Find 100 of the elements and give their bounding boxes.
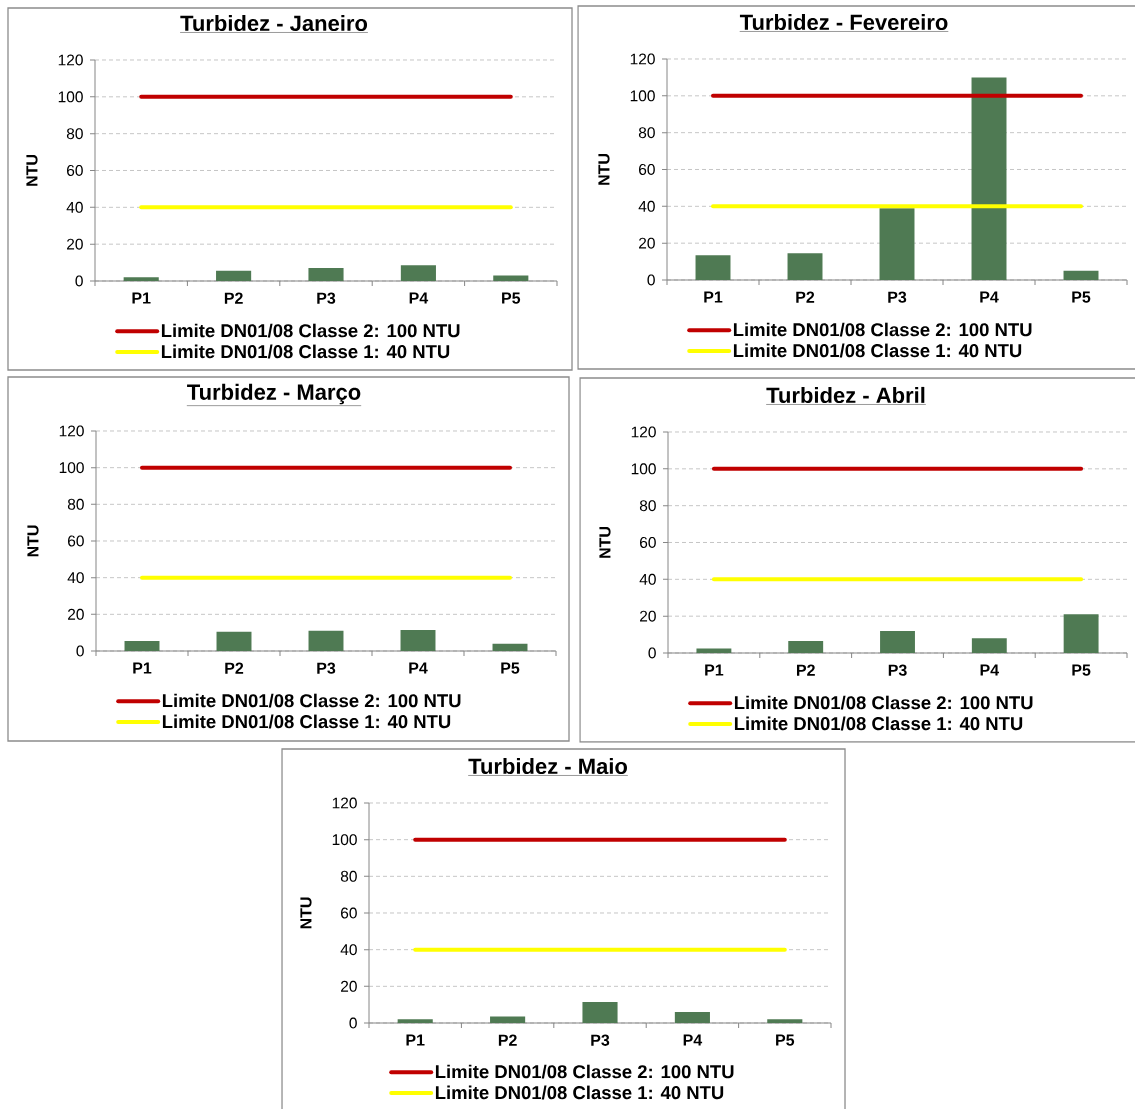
- bar: [308, 630, 344, 651]
- x-tick-label: P4: [980, 291, 999, 303]
- x-tick-label: P2: [796, 664, 815, 676]
- y-axis-title: NTU: [26, 155, 38, 186]
- y-axis-title: NTU: [598, 154, 610, 185]
- y-tick-label: 60: [639, 164, 655, 175]
- bar: [492, 643, 528, 651]
- bar: [971, 638, 1007, 653]
- legend-label: Limite DN01/08 Classe 2: 100 NTU: [734, 695, 1033, 710]
- x-tick-label: P1: [406, 1034, 425, 1046]
- y-tick-label: 0: [647, 274, 655, 286]
- bar: [308, 268, 344, 281]
- legend-label: Limite DN01/08 Classe 2: 100 NTU: [162, 693, 461, 708]
- bar: [400, 265, 436, 281]
- y-tick-label: 100: [59, 462, 84, 474]
- y-tick-label: 40: [67, 572, 84, 584]
- bar: [880, 630, 915, 653]
- y-tick-label: 0: [648, 647, 656, 659]
- bar: [400, 629, 436, 651]
- bar: [216, 270, 252, 281]
- x-tick-label: P3: [888, 291, 907, 303]
- bar: [695, 255, 731, 280]
- bar: [971, 77, 1007, 280]
- x-tick-label: P2: [225, 662, 244, 674]
- y-tick-label: 40: [639, 573, 656, 585]
- x-tick-label: P5: [1072, 664, 1091, 676]
- y-tick-label: 40: [638, 200, 655, 212]
- x-tick-label: P1: [132, 292, 151, 304]
- chart-title: Turbidez - Março: [187, 383, 361, 405]
- y-tick-label: 120: [631, 426, 656, 438]
- x-tick-label: P1: [133, 662, 152, 674]
- y-tick-label: 80: [639, 500, 656, 512]
- y-tick-label: 80: [638, 127, 655, 139]
- y-tick-label: 60: [640, 537, 656, 548]
- y-tick-label: 60: [67, 165, 83, 176]
- y-tick-label: 0: [75, 275, 83, 287]
- x-tick-label: P4: [683, 1034, 703, 1046]
- x-tick-label: P3: [888, 664, 907, 676]
- y-tick-label: 20: [67, 238, 83, 250]
- x-tick-label: P3: [591, 1034, 610, 1046]
- legend-label: Limite DN01/08 Classe 1: 40 NTU: [161, 344, 450, 359]
- bar: [1063, 614, 1099, 653]
- legend-label: Limite DN01/08 Classe 1: 40 NTU: [435, 1085, 724, 1100]
- y-axis-title: NTU: [27, 525, 39, 557]
- bar: [879, 208, 915, 280]
- bar: [124, 640, 160, 651]
- legend-label: Limite DN01/08 Classe 1: 40 NTU: [162, 714, 451, 729]
- bar: [493, 275, 529, 281]
- y-tick-label: 120: [58, 54, 83, 66]
- bar: [787, 253, 823, 280]
- y-tick-label: 0: [349, 1017, 357, 1029]
- y-tick-label: 60: [68, 535, 84, 547]
- x-tick-label: P1: [705, 664, 724, 676]
- x-tick-label: P2: [796, 291, 815, 303]
- y-tick-label: 120: [332, 797, 357, 809]
- y-tick-label: 80: [340, 870, 357, 882]
- x-tick-label: P5: [502, 292, 521, 304]
- y-tick-label: 100: [631, 463, 656, 475]
- y-tick-label: 60: [341, 907, 357, 919]
- y-tick-label: 100: [332, 834, 357, 846]
- x-tick-label: P4: [409, 292, 429, 304]
- y-tick-label: 120: [630, 53, 655, 65]
- y-tick-label: 20: [640, 610, 656, 622]
- x-tick-label: P5: [501, 662, 520, 674]
- y-tick-label: 80: [66, 128, 83, 140]
- legend-label: Limite DN01/08 Classe 2: 100 NTU: [733, 322, 1032, 337]
- x-tick-label: P4: [409, 662, 428, 674]
- chart-title: Turbidez - Abril: [766, 386, 925, 404]
- x-tick-label: P5: [1072, 291, 1091, 303]
- y-tick-label: 80: [67, 498, 84, 510]
- x-tick-label: P5: [776, 1034, 795, 1046]
- x-tick-label: P1: [704, 291, 723, 303]
- y-tick-label: 0: [76, 645, 84, 657]
- chart-title: Turbidez - Janeiro: [180, 14, 368, 32]
- y-tick-label: 120: [59, 425, 84, 437]
- y-axis-title: NTU: [300, 897, 312, 929]
- chart-title: Turbidez - Maio: [468, 757, 627, 775]
- bar: [216, 631, 252, 651]
- y-tick-label: 100: [58, 91, 83, 103]
- chart-title: Turbidez - Fevereiro: [739, 13, 948, 31]
- x-tick-label: P3: [317, 292, 336, 304]
- legend-label: Limite DN01/08 Classe 2: 100 NTU: [435, 1064, 734, 1079]
- bar: [696, 648, 732, 653]
- y-tick-label: 20: [341, 980, 357, 992]
- x-tick-label: P2: [224, 292, 243, 304]
- y-axis-title: NTU: [599, 527, 611, 558]
- legend-label: Limite DN01/08 Classe 1: 40 NTU: [734, 716, 1023, 731]
- bar: [1063, 270, 1099, 280]
- y-tick-label: 20: [68, 608, 84, 620]
- x-tick-label: P4: [980, 664, 1000, 676]
- legend-label: Limite DN01/08 Classe 1: 40 NTU: [733, 343, 1022, 358]
- bar: [123, 277, 159, 281]
- x-tick-label: P3: [317, 662, 336, 674]
- bar: [788, 641, 824, 653]
- y-tick-label: 20: [639, 237, 655, 249]
- legend-label: Limite DN01/08 Classe 2: 100 NTU: [161, 323, 460, 338]
- y-tick-label: 40: [66, 201, 83, 213]
- y-tick-label: 40: [340, 944, 357, 956]
- y-tick-label: 100: [630, 90, 655, 102]
- x-tick-label: P2: [498, 1034, 517, 1046]
